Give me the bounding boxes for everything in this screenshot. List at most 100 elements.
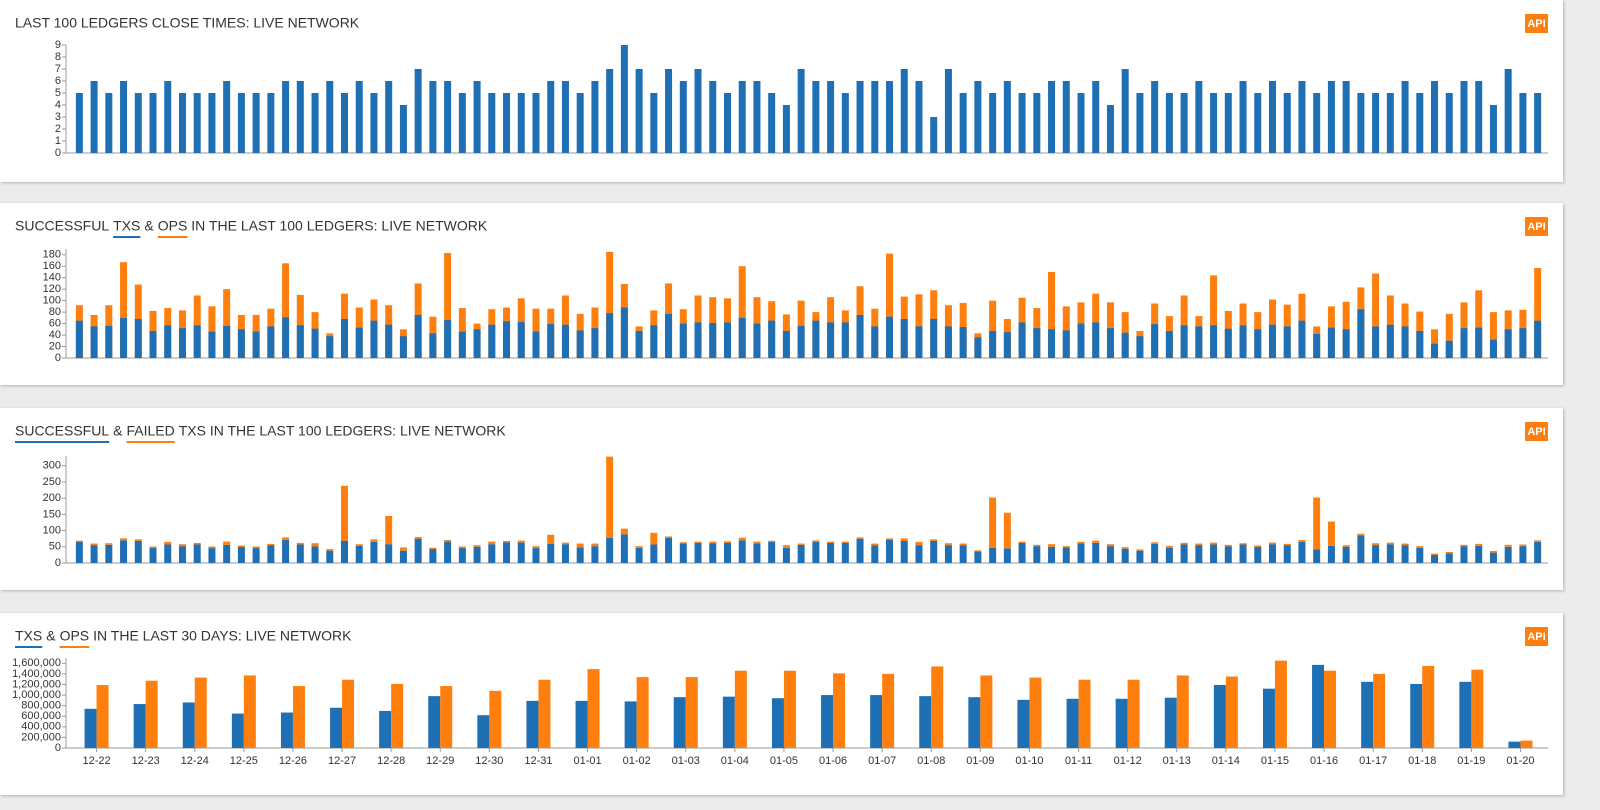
legend-entry: SUCCESSFUL: [15, 423, 109, 439]
bar-segment: [252, 546, 260, 549]
bar-segment: [871, 543, 879, 546]
bar: [252, 93, 260, 153]
bar-segment: [267, 545, 275, 563]
bar: [1121, 69, 1129, 153]
bar-segment: [208, 546, 216, 549]
bar-segment: [1327, 521, 1335, 546]
bar-segment: [944, 545, 952, 563]
bar: [1445, 93, 1453, 153]
bar: [458, 331, 466, 358]
x-tick-label: 01-10: [1015, 755, 1043, 767]
bar: [1372, 326, 1380, 358]
bar: [1115, 698, 1128, 748]
bar: [1489, 105, 1497, 153]
bar-segment: [1062, 547, 1070, 563]
bar: [723, 93, 731, 153]
bar: [1357, 309, 1365, 358]
bar: [399, 105, 407, 153]
bar-segment: [458, 548, 466, 563]
bar: [665, 69, 673, 153]
bar-segment: [296, 544, 304, 563]
bar: [1327, 327, 1335, 358]
bar: [96, 685, 109, 748]
panel: TXS & OPS IN THE LAST 30 DAYS: LIVE NETWORK…: [0, 613, 1563, 795]
bar: [833, 673, 846, 748]
bar-segment: [282, 537, 290, 540]
bar-segment: [149, 546, 157, 548]
x-tick-label: 01-02: [623, 755, 651, 767]
bar: [1416, 93, 1424, 153]
bar-segment: [90, 545, 98, 563]
bar: [1078, 679, 1091, 748]
x-tick-label: 12-23: [132, 755, 160, 767]
bar: [1372, 273, 1380, 358]
y-tick-label: 150: [43, 508, 61, 520]
bar-segment: [237, 546, 245, 563]
bar: [428, 696, 441, 748]
bar-segment: [370, 541, 378, 563]
bar: [1357, 93, 1365, 153]
bar: [223, 81, 231, 153]
bar: [84, 708, 97, 748]
bar: [1475, 81, 1483, 153]
y-tick-label: 0: [55, 147, 61, 159]
bar-segment: [841, 542, 849, 563]
bar-segment: [1372, 543, 1380, 546]
bar: [679, 323, 687, 358]
bar: [429, 81, 437, 153]
bar-segment: [812, 540, 820, 542]
bar: [182, 702, 195, 748]
bar: [620, 307, 628, 358]
bar: [1048, 329, 1056, 358]
bar: [517, 321, 525, 358]
y-tick-label: 2: [55, 123, 61, 135]
bar-segment: [561, 544, 569, 563]
bar-segment: [1534, 540, 1542, 542]
bar-segment: [1416, 547, 1424, 563]
bar-segment: [1416, 546, 1424, 548]
bar-segment: [1268, 544, 1276, 563]
api-badge-label: API: [1527, 631, 1545, 643]
bar: [517, 93, 525, 153]
x-tick-label: 12-29: [426, 755, 454, 767]
bar: [193, 93, 201, 153]
bar-segment: [532, 548, 540, 563]
bar: [620, 45, 628, 153]
bar-segment: [296, 542, 304, 545]
bar: [164, 81, 172, 153]
bar: [1224, 328, 1232, 358]
bar-segment: [959, 545, 967, 563]
bar: [722, 696, 735, 748]
chart: TXS & OPS IN THE LAST 30 DAYS: LIVE NETWORK…: [12, 627, 1548, 767]
bar: [694, 69, 702, 153]
bar: [1151, 81, 1159, 153]
bar: [391, 683, 404, 748]
legend-entry: FAILED: [126, 423, 174, 439]
bar: [1489, 339, 1497, 358]
bar: [399, 336, 407, 358]
bar: [900, 318, 908, 358]
bar-segment: [576, 543, 584, 548]
bar-segment: [768, 541, 776, 563]
bar: [1180, 93, 1188, 153]
legend-entry: TXS: [15, 628, 42, 644]
bar: [821, 695, 834, 748]
bar: [1471, 669, 1484, 748]
bar: [1372, 93, 1380, 153]
bar: [178, 93, 186, 153]
y-tick-label: 3: [55, 111, 61, 123]
bar-segment: [1357, 535, 1365, 563]
api-badge: [1525, 217, 1548, 236]
bar-segment: [237, 545, 245, 547]
y-tick-label: 6: [55, 75, 61, 87]
chart-title: TXS IN THE LAST 100 LEDGERS: LIVE NETWOR…: [179, 423, 507, 439]
x-tick-label: 12-25: [230, 755, 258, 767]
y-tick-label: 20: [49, 340, 61, 352]
bar: [1459, 681, 1472, 748]
panel: SUCCESSFUL TXS & OPS IN THE LAST 100 LEDGERS…: [0, 203, 1563, 385]
bar: [1048, 81, 1056, 153]
x-tick-label: 01-09: [966, 755, 994, 767]
bar-segment: [1106, 546, 1114, 563]
y-tick-label: 0: [55, 742, 61, 754]
bar: [1262, 688, 1275, 748]
